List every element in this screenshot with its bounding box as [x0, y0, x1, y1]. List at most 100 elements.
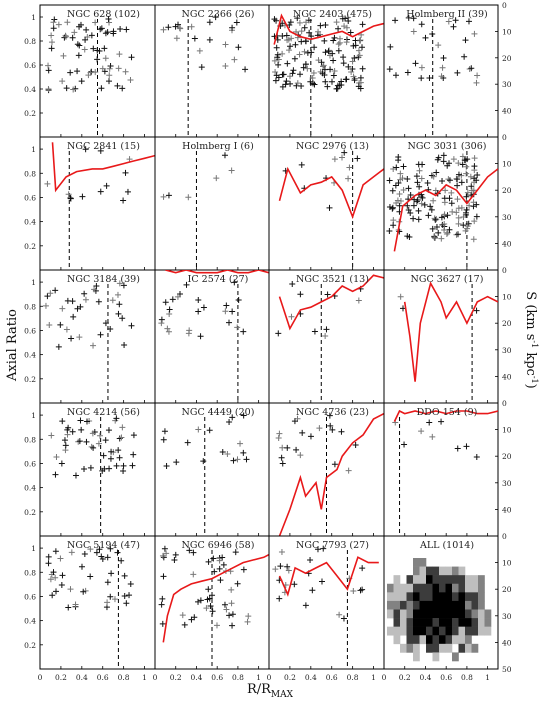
data-point — [416, 167, 423, 174]
panel-plot-area — [160, 412, 250, 536]
data-point — [300, 64, 307, 71]
data-point — [229, 611, 236, 618]
data-point — [297, 452, 304, 459]
data-point — [461, 53, 468, 60]
panel-title: NGC 3627 (17) — [411, 274, 484, 285]
data-point — [330, 37, 337, 44]
data-point — [159, 620, 166, 627]
data-point — [414, 196, 421, 203]
data-point — [81, 551, 88, 558]
heatmap-cell — [387, 592, 394, 602]
data-point — [177, 25, 184, 32]
data-point — [45, 553, 52, 560]
data-point — [165, 328, 172, 335]
data-point — [98, 85, 105, 92]
data-point — [338, 78, 345, 85]
heatmap-cell — [478, 575, 485, 585]
data-point — [329, 50, 336, 57]
data-point — [79, 193, 86, 200]
data-point — [205, 586, 212, 593]
data-point — [222, 62, 229, 69]
data-point — [308, 49, 315, 56]
data-point — [160, 193, 167, 200]
heatmap-cell — [432, 635, 440, 645]
data-point — [113, 462, 120, 469]
data-point — [228, 600, 235, 607]
data-point — [186, 547, 193, 554]
panel-plot-area — [278, 149, 384, 270]
data-point — [414, 179, 421, 186]
data-point — [410, 202, 417, 209]
panel-grid: NGC 628 (102) NGC 2366 (26) NGC 2403 (475)… — [39, 4, 499, 670]
data-point — [64, 19, 71, 26]
data-point — [273, 44, 280, 51]
data-point — [165, 192, 172, 199]
data-point — [70, 313, 77, 320]
data-point — [404, 69, 411, 76]
data-point — [283, 78, 290, 85]
data-point — [348, 68, 355, 75]
data-point — [128, 54, 135, 61]
data-point — [162, 299, 169, 306]
data-point — [102, 55, 109, 62]
panel-frame — [39, 535, 156, 670]
heatmap-cell — [432, 652, 440, 662]
data-point — [463, 170, 470, 177]
panel-plot-area — [387, 558, 492, 662]
data-point — [217, 577, 224, 584]
data-point — [309, 80, 316, 87]
heatmap-cell — [419, 609, 427, 619]
data-point — [428, 206, 435, 213]
data-point — [64, 426, 71, 433]
x-tick-label: 0 — [153, 673, 158, 682]
data-point — [438, 418, 445, 425]
data-point — [274, 54, 281, 61]
panel-plot-area — [275, 412, 384, 536]
data-point — [288, 313, 295, 320]
data-point — [397, 293, 404, 300]
panel-plot-area — [44, 142, 155, 270]
data-point — [395, 179, 402, 186]
data-point — [240, 566, 247, 573]
data-point — [74, 41, 81, 48]
data-point — [224, 451, 231, 458]
data-point — [160, 554, 167, 561]
data-point — [343, 24, 350, 31]
data-point — [47, 290, 54, 297]
data-point — [106, 72, 113, 79]
data-point — [298, 161, 305, 168]
panel-frame — [154, 4, 270, 138]
data-point — [164, 325, 171, 332]
data-point — [327, 422, 334, 429]
data-point — [166, 306, 173, 313]
data-point — [173, 35, 180, 42]
data-point — [341, 149, 348, 156]
heatmap-cell — [419, 566, 427, 576]
data-point — [107, 545, 114, 552]
left-tick-label: 0.2 — [24, 508, 36, 517]
data-point — [297, 291, 304, 298]
data-point — [335, 25, 342, 32]
data-point — [44, 180, 51, 187]
heatmap-cell — [413, 618, 420, 627]
data-point — [244, 618, 251, 625]
data-point — [165, 24, 172, 31]
data-point — [104, 579, 111, 586]
data-point — [390, 166, 397, 173]
heatmap-cell — [426, 609, 433, 619]
data-point — [354, 155, 361, 162]
data-point — [310, 69, 317, 76]
panel-title: NGC 2366 (26) — [182, 9, 255, 20]
heatmap-cell — [478, 583, 485, 593]
left-tick-label: 0.4 — [24, 351, 36, 360]
data-point — [106, 65, 113, 72]
data-point — [64, 297, 71, 304]
data-point — [88, 443, 95, 450]
data-point — [45, 560, 52, 567]
right-tick-label: 30 — [502, 213, 512, 222]
left-tick-label: 0.8 — [24, 568, 36, 577]
x-tick-label: 0.8 — [347, 673, 359, 682]
data-point — [473, 307, 480, 314]
right-tick-label: 10 — [502, 559, 512, 568]
data-point — [400, 163, 407, 170]
